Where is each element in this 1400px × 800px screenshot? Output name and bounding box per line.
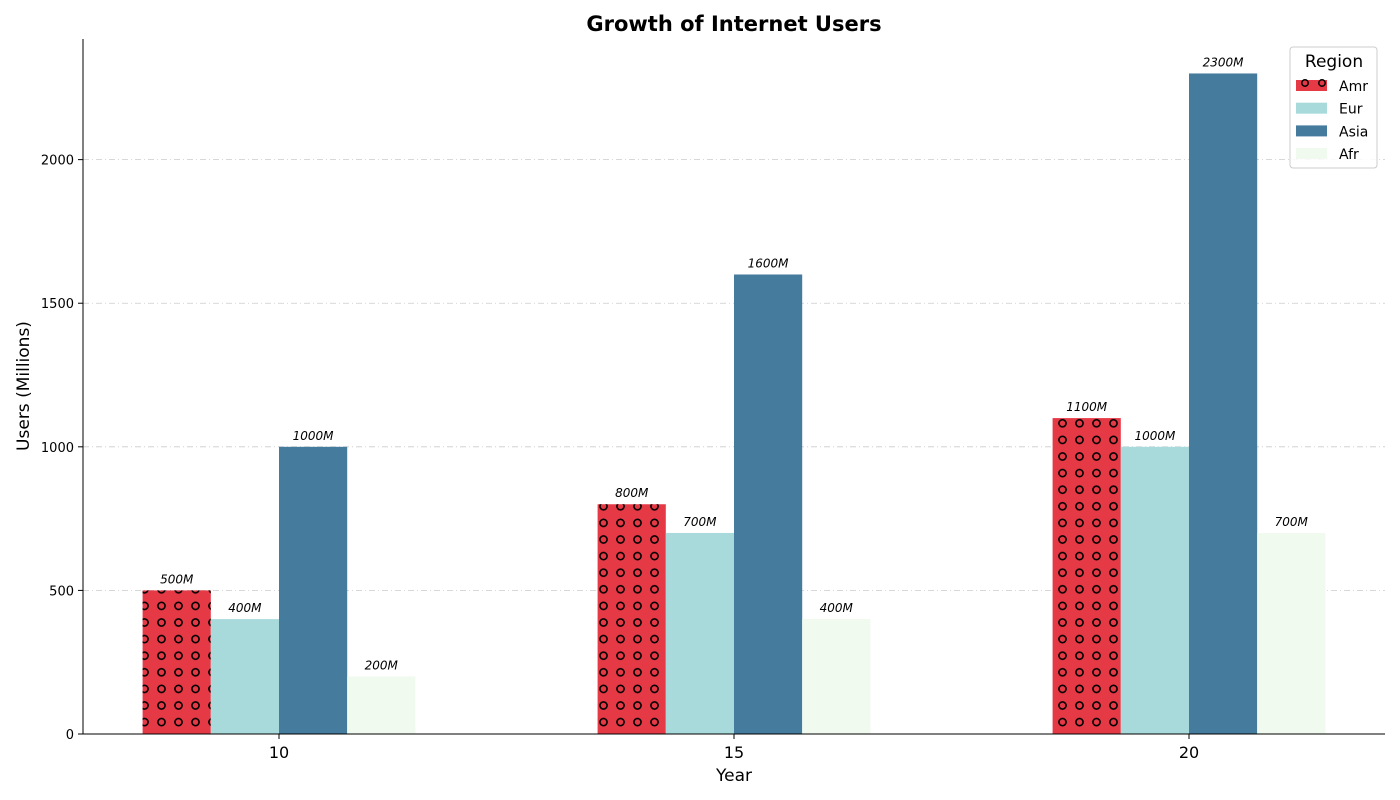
bars [142,73,1326,734]
bar-eur [665,532,734,734]
legend-hatch-circle [1318,79,1326,87]
legend-label: Eur [1339,102,1363,118]
y-tick-label: 1500 [41,297,74,312]
bar-afr [1257,532,1326,734]
legend-hatch [1301,79,1326,87]
x-tick-label: 15 [724,743,744,762]
x-tick-label: 20 [1179,743,1199,762]
legend-swatch [1296,80,1327,91]
legend: Region Amr Eur Asia Afr [1289,46,1378,169]
bar-value-label: 2300M [1203,55,1245,69]
y-tick-label: 0 [66,728,74,743]
y-tick-label: 500 [49,584,74,599]
bar-asia [734,274,803,734]
bar-afr [802,619,871,734]
bar-hatch [597,504,666,734]
y-axis-label: Users (Millions) [14,321,34,451]
bar-value-label: 800M [615,486,649,500]
legend-items: Amr Eur Asia Afr [1296,79,1368,163]
x-tick-label: 10 [269,743,289,762]
bar-value-label: 1600M [748,256,790,270]
y-tick-label: 1000 [41,441,74,456]
legend-title: Region [1305,52,1363,72]
x-ticks: 10 15 20 [269,734,1199,762]
bar-labels: 500M 800M 1100M 400M 700M 1000M 1000M 1600M 2300… [160,55,1309,672]
y-tick-label: 2000 [41,154,74,169]
bar-value-label: 200M [365,659,399,673]
bar-value-label: 700M [1275,515,1309,529]
bar-hatch [1052,418,1121,734]
legend-swatch [1296,102,1327,114]
legend-label: Asia [1339,124,1368,140]
bar-value-label: 400M [820,601,854,615]
bar-value-label: 1000M [1134,429,1176,443]
bar-value-label: 400M [228,601,262,615]
y-ticks: 0 500 1000 1500 2000 [41,154,83,743]
bar-afr [347,676,416,734]
bar-hatch [142,590,211,734]
bar-asia [279,446,348,734]
legend-frame [1289,46,1378,169]
bar-value-label: 1000M [293,429,335,443]
legend-swatch [1296,125,1327,137]
chart-title: Growth of Internet Users [586,12,881,36]
bar-eur [1120,446,1189,734]
bar-value-label: 700M [683,515,717,529]
bar-eur [210,619,279,734]
bar-value-label: 1100M [1066,400,1108,414]
legend-swatch [1296,148,1327,160]
bar-asia [1189,73,1258,734]
x-axis-label: Year [715,766,752,786]
bar-value-label: 500M [160,572,194,586]
legend-label: Afr [1339,147,1359,163]
legend-hatch-circle [1301,79,1309,87]
legend-label: Amr [1339,79,1368,95]
